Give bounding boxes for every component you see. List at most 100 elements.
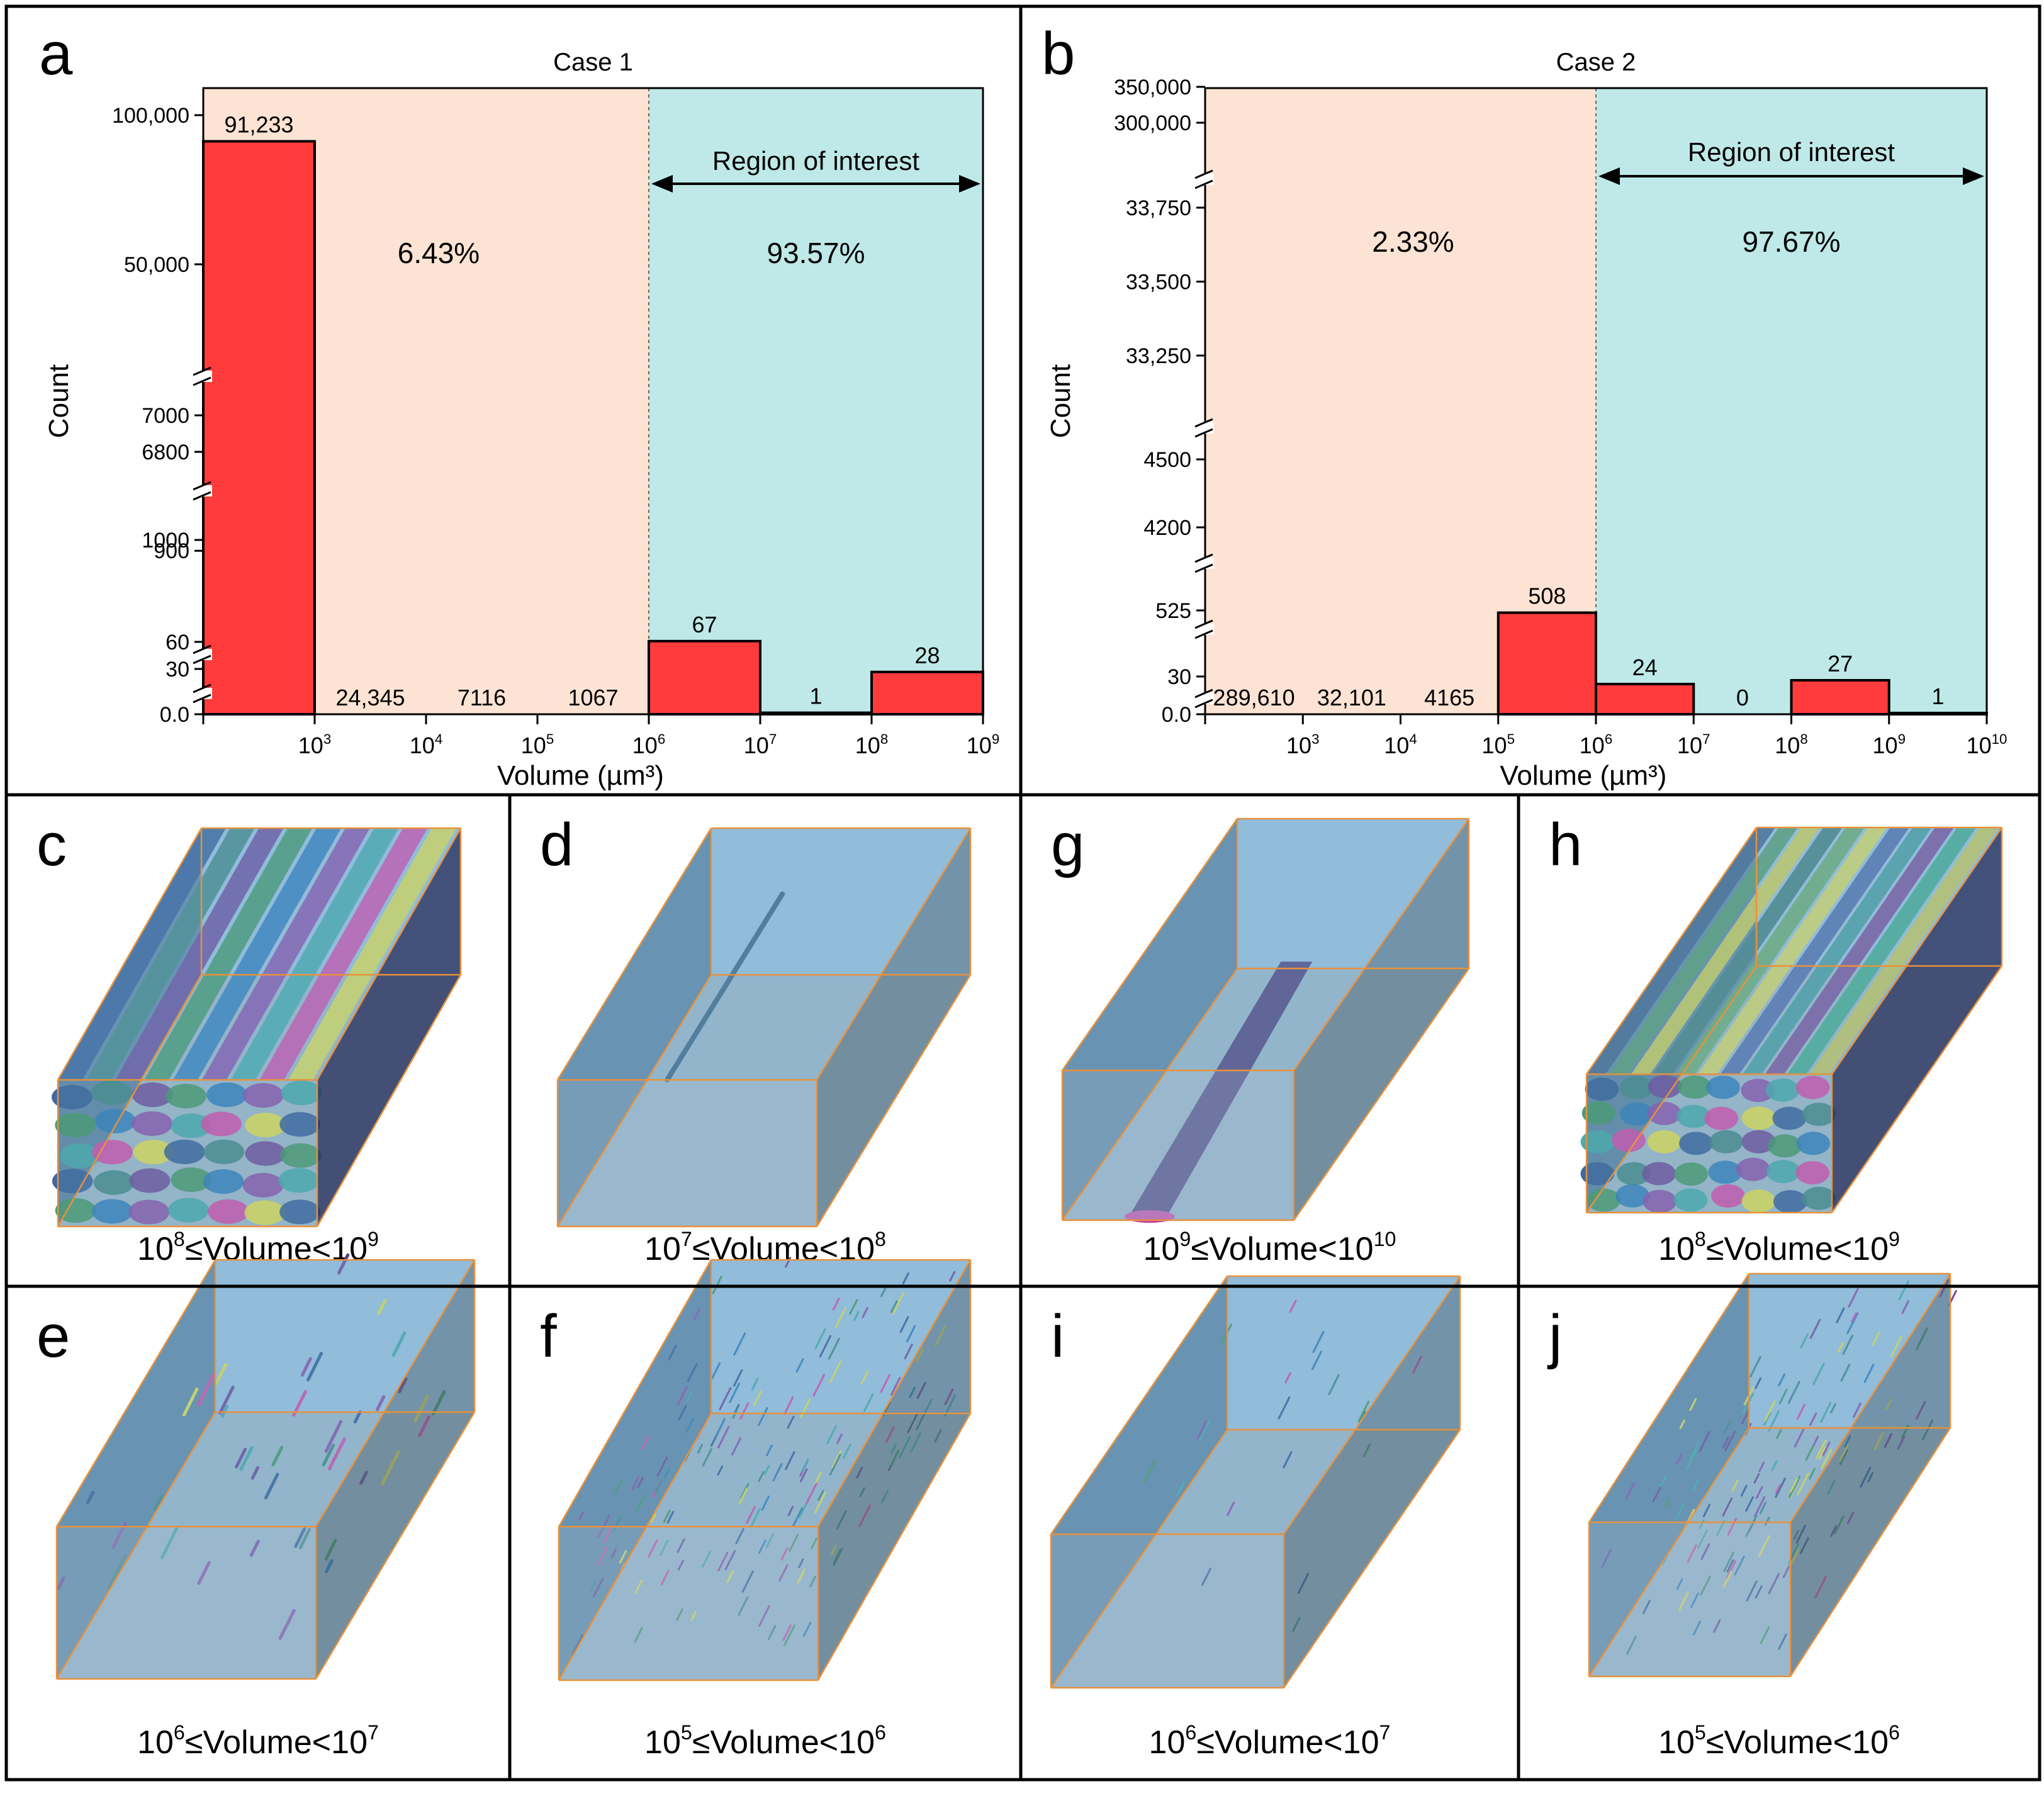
pore-cross-section	[281, 1080, 322, 1106]
pore-fragment	[57, 1576, 65, 1590]
axis-break-mark	[193, 481, 211, 491]
pore-fragment	[849, 1299, 858, 1315]
pore-fragment	[860, 1370, 869, 1385]
box-front-face	[1062, 1070, 1294, 1220]
bar-<10^3	[202, 140, 316, 716]
pore-strand	[1609, 828, 1798, 1074]
pore-cross-section	[1796, 1131, 1831, 1155]
pore-fragment	[783, 1624, 795, 1646]
pore-fragment	[1778, 1388, 1788, 1405]
pore-fragment	[1836, 1307, 1845, 1323]
pore-fragment	[1727, 1517, 1738, 1536]
pore-strand	[86, 828, 255, 1080]
pore-cross-section	[203, 1139, 245, 1165]
pore-cross-section	[1585, 1077, 1619, 1101]
box-edge	[1283, 1276, 1461, 1535]
pore-fragment	[763, 1464, 770, 1475]
pore-fragment	[1676, 1578, 1683, 1590]
pore-cross-section	[1768, 1134, 1802, 1158]
box-edge	[816, 974, 972, 1227]
pore-fragment	[1700, 1575, 1711, 1596]
y-tick-label: 7000	[142, 404, 189, 428]
pore-fragment	[1675, 1502, 1685, 1522]
pore-fragment	[1692, 1620, 1702, 1636]
pore-fragment	[1665, 1497, 1671, 1508]
region-of-interest-area	[649, 88, 983, 714]
pore-fragment	[890, 1300, 898, 1313]
pore-fragment	[610, 1548, 617, 1559]
x-tick-label: 106​	[632, 731, 665, 758]
y-tick-label: 4200	[1143, 516, 1191, 540]
pore-fragment	[1699, 1430, 1710, 1452]
pore-cross-section	[1741, 1079, 1775, 1103]
pore-fragment	[597, 1546, 609, 1566]
pore-fragment	[634, 1627, 643, 1643]
pore-fragment	[1842, 1334, 1854, 1355]
pore-fragment	[239, 1445, 254, 1471]
pore-cross-section	[1581, 1101, 1616, 1125]
pore-fragment	[327, 1437, 346, 1471]
pore-fragment	[1687, 1544, 1697, 1563]
pore-fragment	[1731, 1479, 1739, 1492]
pore-fragment	[306, 1352, 323, 1382]
pore-fragment	[1775, 1484, 1781, 1494]
pore-fragment	[1724, 1421, 1731, 1434]
pore-fragment	[733, 1369, 743, 1387]
pore-cross-section	[208, 1199, 249, 1224]
bar-value-label: 24,345	[335, 685, 405, 710]
pore-fragment	[1741, 1392, 1755, 1415]
pore-fragment	[1809, 1318, 1821, 1339]
box-edge	[556, 974, 712, 1227]
pore-cross-section	[1586, 1188, 1620, 1212]
pore-fragment	[783, 1396, 794, 1415]
box-edge	[1789, 1273, 1951, 1523]
pore-fragment	[814, 1471, 822, 1485]
pore-fragment	[1778, 1373, 1786, 1387]
box-top-face	[57, 1260, 474, 1527]
box-edge	[57, 828, 203, 1080]
pore-fragment	[1872, 1332, 1880, 1346]
pore-fragment	[819, 1335, 832, 1358]
render-panel-f: f 105​≤Volume<106​	[540, 1257, 972, 1761]
pore-fragment	[1722, 1436, 1729, 1449]
pore-fragment	[750, 1508, 761, 1529]
bar-10^8-10^9	[1790, 679, 1890, 716]
box-edge	[558, 1413, 712, 1681]
pore-fragment	[862, 1307, 868, 1318]
box-top-face	[1589, 1274, 1950, 1522]
x-tick-label: 109​	[1873, 731, 1906, 758]
pore-strand	[1720, 828, 1909, 1074]
y-tick-label: 50,000	[124, 253, 189, 277]
pore-fragment	[1840, 1364, 1851, 1382]
pore-fragment	[1601, 1549, 1612, 1568]
pore-fragment	[1853, 1402, 1862, 1418]
pore-fragment	[789, 1534, 799, 1552]
pore-fragment	[739, 1483, 750, 1500]
pore-cross-section	[278, 1168, 320, 1193]
pore-fragment	[1702, 1503, 1711, 1518]
axis-break-mark	[1194, 428, 1213, 438]
pore-fragment	[641, 1435, 650, 1451]
pore-fragment	[1689, 1398, 1697, 1412]
bar-10^5-10^6	[1496, 611, 1597, 716]
box-front-face	[558, 1080, 817, 1226]
pore-fragment	[250, 1466, 260, 1480]
pore-cross-section	[91, 1080, 132, 1105]
y-tick-label: 0.0	[160, 703, 189, 727]
pore-strand	[1743, 828, 1932, 1074]
bar-value-label: 91,233	[224, 112, 293, 138]
single-pore	[1130, 962, 1313, 1214]
pore-fragment	[1745, 1496, 1755, 1512]
pore-fragment	[1284, 1372, 1291, 1384]
pore-cross-section	[279, 1112, 320, 1137]
pore-fragment	[1722, 1571, 1732, 1588]
arrow-right-head	[959, 175, 980, 193]
pore-fragment	[787, 1506, 794, 1517]
pore-fragment	[802, 1621, 812, 1637]
pore-fragment	[111, 1522, 127, 1549]
box-edge	[57, 974, 203, 1227]
box-right-face	[818, 1260, 970, 1680]
bar-value-label: 27	[1828, 651, 1853, 676]
pore-cross-section	[132, 1111, 173, 1137]
box-top-face	[1062, 819, 1469, 1070]
